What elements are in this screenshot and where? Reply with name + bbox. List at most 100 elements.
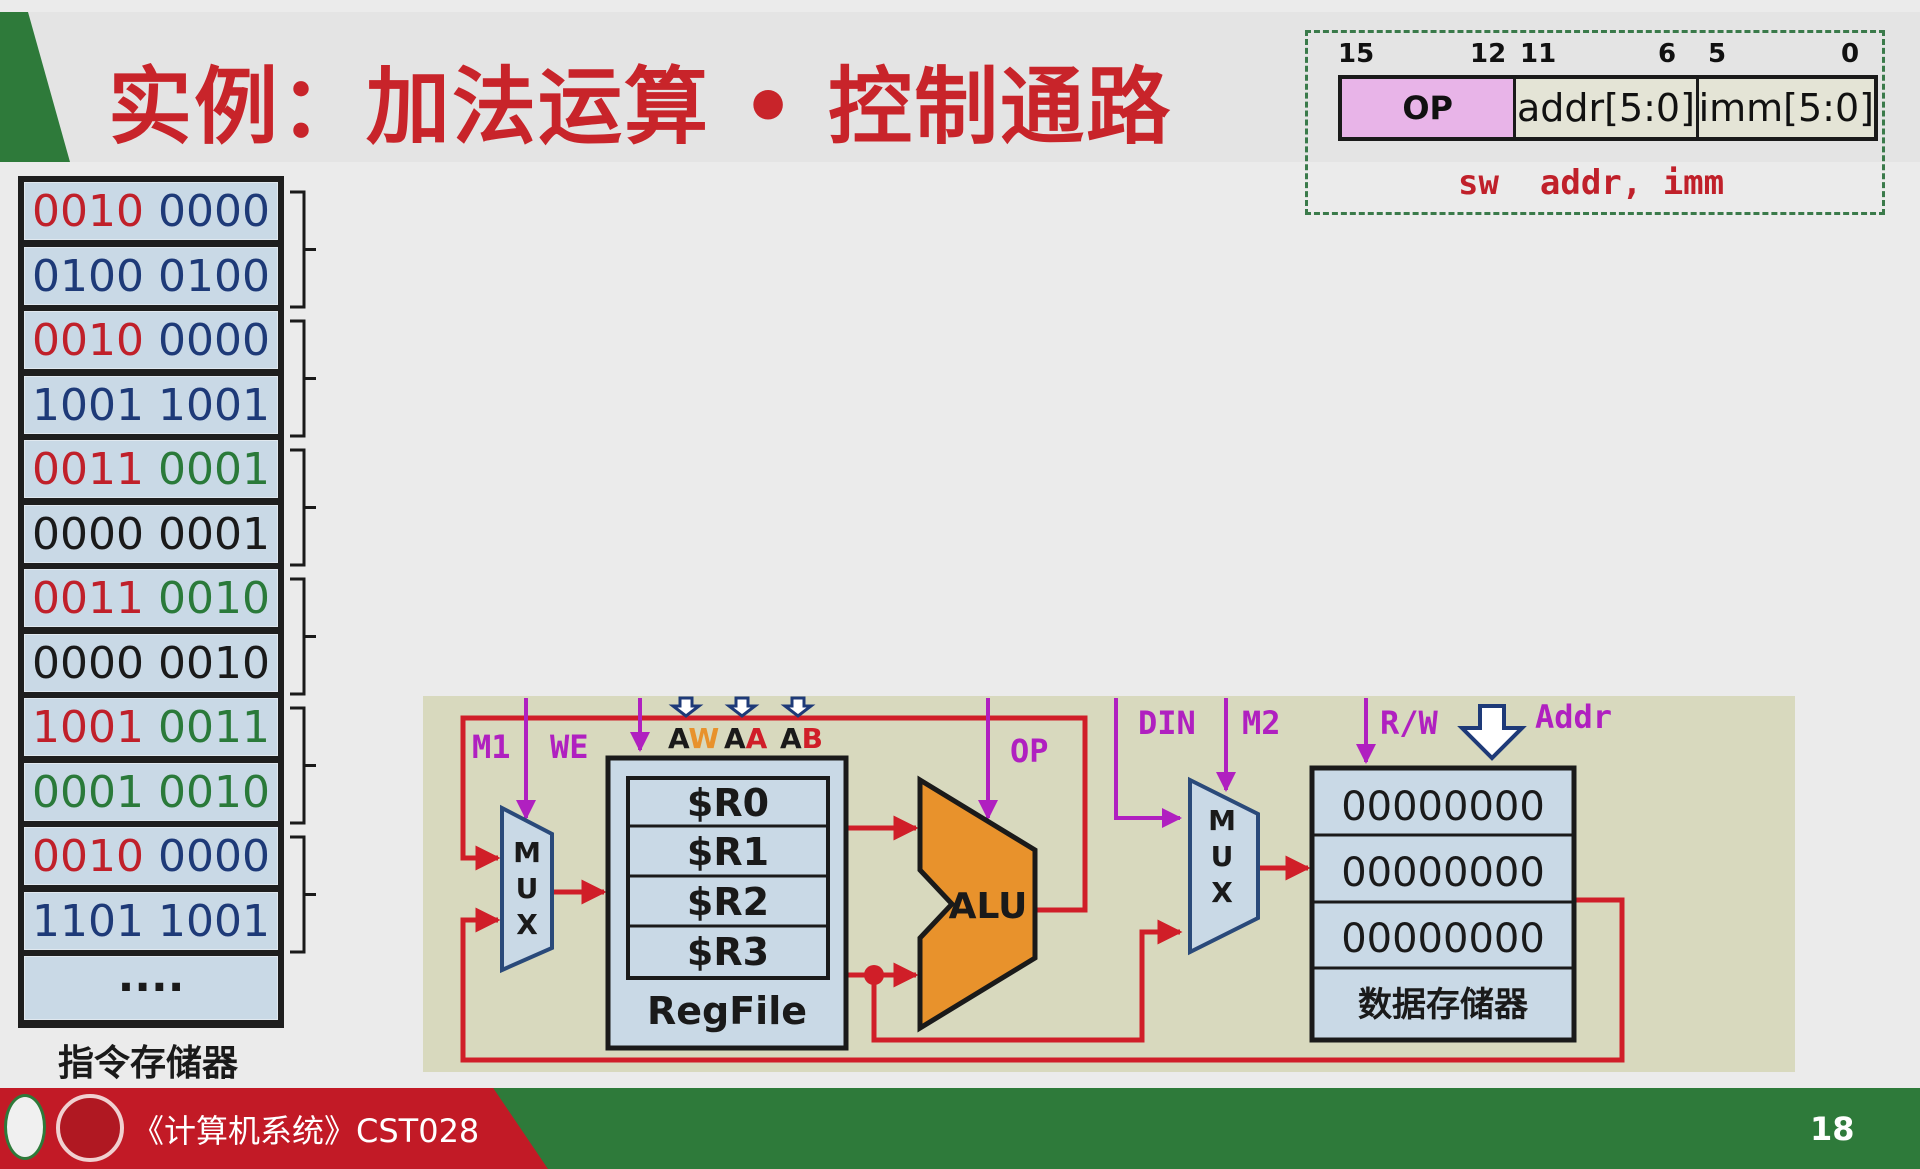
instruction-word-low: 0011 (158, 702, 270, 753)
instruction-word-low: 0001 (158, 508, 270, 560)
mux1-letter-x: X (516, 908, 538, 941)
we-label: WE (550, 728, 589, 766)
imm-field-label: imm[5:0] (1698, 86, 1874, 130)
instruction-word: 1101 1001 (24, 891, 278, 950)
instruction-word-low: 0000 (158, 315, 270, 366)
imm-field: imm[5:0] (1699, 79, 1874, 137)
instruction-word: 0010 0000 (24, 311, 278, 369)
aw-label: AW (668, 722, 719, 755)
course-name: 《计算机系统》CST028 (132, 1112, 480, 1150)
data-memory-cell-0: 00000000 (1341, 784, 1545, 830)
mux1-letter-m: M (513, 836, 541, 869)
instruction-word-low: 1001 (158, 379, 270, 431)
instruction-word: 0010 0000 (24, 182, 278, 240)
wire-regb-mux2 (871, 919, 1183, 1043)
m2-label: M2 (1242, 704, 1281, 742)
register-r1: $R1 (687, 830, 769, 874)
data-memory-label: 数据存储器 (1358, 985, 1529, 1025)
mux2-icon (1188, 776, 1260, 956)
instruction-memory: 0010 0000 0100 0100 0010 0000 1001 1001 0011… (18, 176, 284, 1028)
instruction-memory-more: .... (24, 955, 278, 1020)
wire-alu-feedback (460, 715, 1088, 913)
bit-15: 15 (1338, 39, 1375, 69)
instruction-word-low: 0010 (158, 573, 270, 624)
instruction-word-high: 1001 (32, 702, 144, 753)
bit-11: 11 (1520, 39, 1557, 69)
instruction-word-high: 1101 (32, 895, 144, 947)
school-logo-icon (56, 1094, 124, 1162)
instruction-word-low: 0000 (158, 831, 270, 882)
instruction-word-high: 0000 (32, 508, 144, 560)
instruction-word: 0100 0100 (24, 246, 278, 305)
control-din-line (1114, 698, 1182, 828)
op-field-label: OP (1402, 89, 1453, 127)
regfile-label: RegFile (647, 989, 807, 1033)
instruction-word: 1001 1001 (24, 375, 278, 434)
addr-field: addr[5:0] (1516, 79, 1699, 137)
instruction-word-high: 0010 (32, 315, 144, 366)
data-memory-block (1309, 765, 1577, 1043)
instruction-word-high: 0001 (32, 766, 144, 818)
rw-label: R/W (1380, 704, 1439, 742)
instruction-word-high: 1001 (32, 379, 144, 431)
data-memory-cell-2: 00000000 (1341, 916, 1545, 962)
instruction-word-high: 0000 (32, 637, 144, 689)
instruction-word-low: 0100 (158, 250, 270, 302)
instruction-memory-more-text: .... (117, 951, 185, 1002)
op-control-label: OP (1010, 732, 1049, 770)
instruction-word-low: 0001 (158, 444, 270, 495)
mux2-letter-u: U (1211, 840, 1234, 873)
ab-arrow-icon (780, 696, 816, 718)
instruction-word: 1001 0011 (24, 698, 278, 756)
instruction-word: 0011 0001 (24, 440, 278, 498)
university-logo-icon (4, 1094, 46, 1160)
instruction-brackets (290, 190, 316, 954)
alu-label: ALU (949, 886, 1028, 927)
addr-field-label: addr[5:0] (1516, 86, 1695, 130)
instruction-bracket (290, 706, 316, 825)
instruction-bracket (290, 319, 316, 438)
data-memory-cell-1: 00000000 (1341, 850, 1545, 896)
addr-label: Addr (1535, 698, 1612, 736)
aw-arrow-icon (668, 696, 704, 718)
instruction-bracket (290, 835, 316, 954)
register-r3: $R3 (687, 930, 769, 974)
mux2-letter-x: X (1211, 876, 1233, 909)
op-field: OP (1342, 79, 1517, 137)
alu-icon (917, 775, 1038, 1033)
page-number: 18 (1810, 1110, 1855, 1148)
instruction-syntax: sw addr, imm (1458, 163, 1725, 203)
instruction-word: 0000 0010 (24, 633, 278, 692)
aa-label: AA (724, 722, 768, 755)
instruction-word: 0000 0001 (24, 504, 278, 563)
instruction-word-high: 0100 (32, 250, 144, 302)
instruction-word: 0011 0010 (24, 569, 278, 627)
bit-6: 6 (1658, 39, 1677, 69)
instruction-word-low: 1001 (158, 895, 270, 947)
ab-label: AB (780, 722, 823, 755)
wire-data-feedback (460, 897, 1625, 1063)
page-title: 实例：加法运算 • 控制通路 (108, 58, 1173, 156)
din-label: DIN (1138, 704, 1196, 742)
mux1-letter-u: U (516, 872, 539, 905)
instruction-memory-label: 指令存储器 (58, 1043, 239, 1084)
instruction-word-high: 0011 (32, 444, 144, 495)
register-r0: $R0 (687, 781, 769, 825)
instruction-word-high: 0011 (32, 573, 144, 624)
instruction-bracket (290, 577, 316, 696)
instruction-word: 0001 0010 (24, 762, 278, 821)
bit-0: 0 (1841, 39, 1860, 69)
instruction-word: 0010 0000 (24, 827, 278, 885)
instruction-word-high: 0010 (32, 831, 144, 882)
instruction-bracket (290, 448, 316, 567)
wire-junction (864, 965, 884, 985)
instruction-word-low: 0000 (158, 186, 270, 237)
instruction-word-low: 0010 (158, 766, 270, 818)
mux1-icon (500, 804, 554, 974)
bit-12: 12 (1470, 39, 1507, 69)
addr-arrow-icon (1457, 704, 1527, 761)
mux2-letter-m: M (1208, 804, 1236, 837)
register-r2: $R2 (687, 880, 769, 924)
